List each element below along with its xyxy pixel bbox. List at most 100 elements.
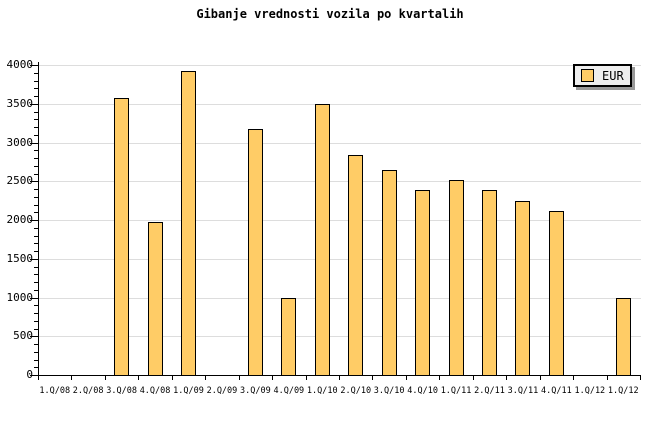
- y-minor-tick: [34, 313, 38, 314]
- y-minor-tick: [34, 119, 38, 121]
- gridline: [39, 336, 641, 338]
- x-axis-label: 3.Q/11: [507, 386, 539, 396]
- x-axis-label: 2.Q/08: [72, 386, 104, 396]
- gridline: [39, 181, 641, 183]
- x-axis-label: 3.Q/10: [373, 386, 405, 396]
- bar-4.Q/11: [548, 211, 564, 375]
- y-minor-tick: [34, 227, 38, 229]
- x-axis-tick: [640, 376, 641, 380]
- x-axis-tick: [439, 376, 441, 380]
- y-axis-label: 3000: [6, 135, 34, 149]
- y-minor-tick: [34, 111, 38, 113]
- x-axis-tick: [405, 376, 407, 380]
- y-minor-tick: [34, 72, 38, 74]
- x-axis-tick: [104, 376, 106, 380]
- x-axis-tick: [305, 376, 307, 380]
- x-axis-tick: [372, 376, 374, 380]
- y-minor-tick: [34, 251, 38, 252]
- y-minor-tick: [34, 305, 38, 307]
- x-axis-label: 4.Q/10: [407, 386, 438, 396]
- chart-title: Gibanje vrednosti vozila po kvartalih: [196, 7, 464, 21]
- x-axis-tick: [171, 376, 173, 380]
- x-axis-label: 1.Q/10: [306, 386, 338, 396]
- y-minor-tick: [34, 127, 38, 128]
- y-minor-tick: [34, 328, 38, 330]
- x-axis-tick: [339, 376, 340, 380]
- y-minor-tick: [34, 274, 38, 276]
- bar-3.Q/08: [114, 98, 130, 375]
- y-axis-label: 1000: [6, 290, 34, 304]
- y-minor-tick: [34, 344, 38, 345]
- x-axis-tick: [205, 376, 207, 380]
- y-minor-tick: [34, 189, 38, 190]
- y-minor-tick: [34, 243, 38, 245]
- bar-4.Q/10: [415, 190, 431, 375]
- y-minor-tick: [34, 289, 38, 291]
- gridline: [39, 297, 641, 299]
- bar-1.Q/12: [615, 297, 631, 375]
- y-minor-tick: [34, 282, 38, 283]
- y-major-tick: [30, 297, 38, 299]
- y-minor-tick: [34, 134, 38, 136]
- y-minor-tick: [34, 367, 38, 369]
- x-axis-label: 4.Q/08: [139, 386, 171, 396]
- legend-series-label: EUR: [602, 68, 624, 83]
- y-minor-tick: [34, 212, 38, 214]
- y-minor-tick: [34, 204, 38, 206]
- x-axis-tick: [71, 376, 73, 380]
- y-major-tick: [30, 336, 38, 338]
- x-axis-label: 4.Q/11: [541, 386, 572, 396]
- gridline: [39, 258, 641, 260]
- x-axis-label: 2.Q/11: [474, 386, 505, 396]
- y-minor-tick: [34, 165, 38, 167]
- x-axis-label: 1.Q/11: [440, 386, 472, 396]
- bar-3.Q/10: [381, 170, 397, 375]
- y-minor-tick: [34, 88, 38, 90]
- y-axis-label: 2000: [6, 213, 34, 226]
- y-minor-tick: [34, 150, 38, 152]
- gridline: [39, 220, 641, 221]
- y-minor-tick: [34, 359, 38, 361]
- x-axis-label: 3.Q/08: [106, 386, 137, 396]
- y-minor-tick: [34, 96, 38, 97]
- y-axis-label: 500: [13, 329, 33, 343]
- y-minor-tick: [34, 158, 38, 159]
- y-major-tick: [30, 142, 38, 144]
- x-axis-tick: [539, 376, 541, 380]
- y-minor-tick: [34, 351, 38, 353]
- bar-2.Q/11: [482, 190, 497, 375]
- bar-3.Q/11: [515, 201, 531, 375]
- x-axis-tick: [606, 376, 608, 380]
- y-minor-tick: [34, 320, 38, 322]
- x-axis-label: 1.Q/09: [173, 386, 204, 396]
- x-axis-tick: [238, 376, 240, 380]
- y-major-tick: [30, 258, 38, 260]
- y-minor-tick: [34, 196, 38, 198]
- x-axis-label: 3.Q/09: [240, 386, 271, 396]
- bar-3.Q/09: [247, 129, 263, 375]
- y-axis-label: 1500: [6, 251, 34, 265]
- x-axis-tick: [472, 376, 474, 380]
- bar-4.Q/09: [281, 297, 297, 375]
- x-axis-label: 1.Q/12: [574, 386, 606, 396]
- x-axis-tick: [506, 376, 508, 380]
- bar-4.Q/08: [147, 221, 163, 375]
- y-minor-tick: [34, 266, 38, 268]
- legend-swatch-eur: [581, 69, 594, 82]
- gridline: [39, 65, 641, 66]
- x-axis-label: 1.Q/08: [39, 386, 71, 396]
- bar-1.Q/10: [314, 103, 330, 375]
- x-axis-tick: [272, 376, 274, 380]
- y-major-tick: [30, 375, 38, 376]
- x-axis-label: 4.Q/09: [273, 386, 305, 396]
- x-axis-label: 1.Q/12: [607, 386, 639, 396]
- x-axis-tick: [573, 376, 575, 380]
- bar-2.Q/10: [348, 154, 364, 375]
- y-axis-label: 3500: [6, 96, 34, 110]
- y-axis-line: [38, 62, 39, 376]
- y-axis-label: 0: [26, 368, 33, 381]
- x-axis-tick: [138, 376, 140, 380]
- x-axis-label: 2.Q/10: [340, 386, 372, 396]
- x-axis-label: 2.Q/09: [206, 386, 238, 396]
- legend: EUR: [573, 64, 632, 87]
